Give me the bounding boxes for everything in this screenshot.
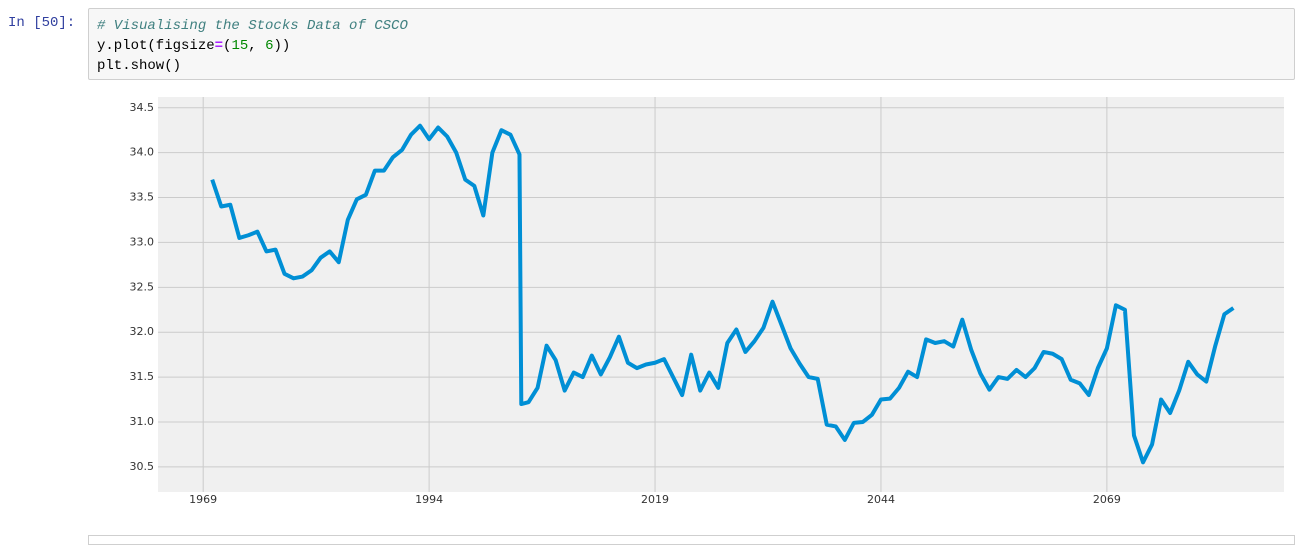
y-tick-label: 34.5 bbox=[130, 101, 155, 114]
y-tick-label: 33.5 bbox=[130, 191, 155, 204]
code-token: # Visualising the Stocks Data of CSCO bbox=[97, 18, 408, 34]
y-tick-label: 30.5 bbox=[130, 460, 155, 473]
code-token: , bbox=[248, 38, 266, 54]
x-tick-label: 2044 bbox=[867, 493, 895, 506]
code-token: ( bbox=[223, 38, 232, 54]
prompt: In [50]: bbox=[8, 15, 76, 31]
code-cell[interactable]: # Visualising the Stocks Data of CSCO y.… bbox=[88, 8, 1295, 80]
y-tick-label: 32.0 bbox=[130, 325, 155, 338]
code-token: 15 bbox=[231, 38, 249, 54]
x-tick-label: 2019 bbox=[641, 493, 669, 506]
x-tick-label: 1994 bbox=[415, 493, 443, 506]
x-tick-label: 2069 bbox=[1093, 493, 1121, 506]
y-tick-label: 31.0 bbox=[130, 415, 155, 428]
code-token: = bbox=[214, 38, 224, 54]
y-tick-label: 33.0 bbox=[130, 235, 155, 248]
x-tick-label: 1969 bbox=[189, 493, 217, 506]
code-token: )) bbox=[273, 38, 291, 54]
data-line bbox=[210, 123, 1235, 465]
plot-area bbox=[158, 97, 1284, 492]
y-tick-label: 32.5 bbox=[130, 280, 155, 293]
code-token: 6 bbox=[265, 38, 274, 54]
code-token: plt.show() bbox=[97, 58, 182, 74]
y-tick-label: 34.0 bbox=[130, 146, 155, 159]
code-token: y.plot(figsize bbox=[97, 38, 215, 54]
y-tick-label: 31.5 bbox=[130, 370, 155, 383]
next-cell[interactable] bbox=[88, 535, 1295, 545]
